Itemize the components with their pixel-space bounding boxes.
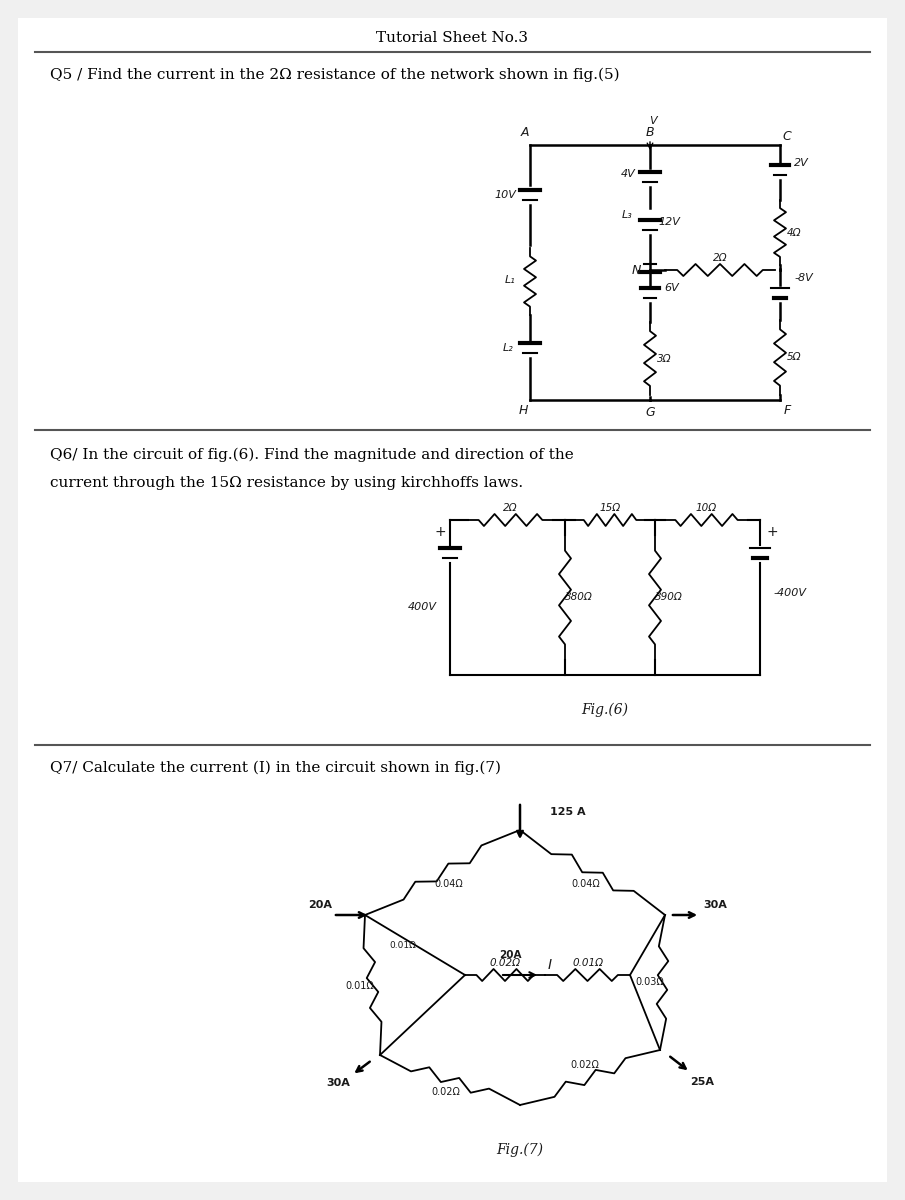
Text: G: G bbox=[645, 406, 655, 419]
Text: 0.04Ω: 0.04Ω bbox=[572, 878, 600, 889]
Text: V: V bbox=[649, 116, 657, 126]
Text: 25A: 25A bbox=[690, 1078, 714, 1087]
Text: 4Ω: 4Ω bbox=[786, 228, 801, 238]
Text: 0.01Ω: 0.01Ω bbox=[572, 958, 603, 968]
Text: C: C bbox=[783, 131, 791, 144]
Text: N: N bbox=[632, 264, 641, 276]
Text: +: + bbox=[767, 526, 777, 539]
Text: F: F bbox=[784, 403, 791, 416]
Text: 20A: 20A bbox=[308, 900, 332, 910]
Text: Fig.(7): Fig.(7) bbox=[497, 1142, 544, 1157]
Text: 30A: 30A bbox=[326, 1078, 350, 1088]
Text: 4V: 4V bbox=[621, 169, 635, 179]
Text: 15Ω: 15Ω bbox=[599, 503, 621, 514]
Text: 5Ω: 5Ω bbox=[786, 353, 801, 362]
Text: 3Ω: 3Ω bbox=[657, 354, 672, 364]
Text: 6V: 6V bbox=[664, 283, 679, 293]
Text: Q7/ Calculate the current (I) in the circuit shown in fig.(7): Q7/ Calculate the current (I) in the cir… bbox=[50, 761, 501, 775]
Text: 2V: 2V bbox=[794, 158, 809, 168]
Text: 0.03Ω: 0.03Ω bbox=[635, 977, 664, 988]
Text: I: I bbox=[548, 958, 552, 972]
Text: 0.02Ω: 0.02Ω bbox=[571, 1061, 600, 1070]
Text: 0.01Ω: 0.01Ω bbox=[345, 982, 374, 991]
Text: A: A bbox=[520, 126, 529, 139]
Text: -400V: -400V bbox=[774, 588, 806, 598]
Text: 0.02Ω: 0.02Ω bbox=[490, 958, 520, 968]
Text: -8V: -8V bbox=[794, 272, 813, 283]
Text: 2Ω: 2Ω bbox=[713, 253, 728, 263]
Text: 20A: 20A bbox=[499, 950, 521, 960]
Text: L₁: L₁ bbox=[505, 275, 515, 284]
Text: 400V: 400V bbox=[407, 602, 436, 612]
Text: 0.01Ω: 0.01Ω bbox=[389, 941, 416, 949]
Text: 0.04Ω: 0.04Ω bbox=[434, 878, 463, 889]
Text: Tutorial Sheet No.3: Tutorial Sheet No.3 bbox=[376, 31, 528, 44]
Text: B: B bbox=[645, 126, 654, 139]
Text: H: H bbox=[519, 403, 528, 416]
Text: 12V: 12V bbox=[658, 217, 680, 227]
Text: current through the 15Ω resistance by using kirchhoffs laws.: current through the 15Ω resistance by us… bbox=[50, 476, 523, 490]
Text: 30A: 30A bbox=[703, 900, 727, 910]
Text: Q6/ In the circuit of fig.(6). Find the magnitude and direction of the: Q6/ In the circuit of fig.(6). Find the … bbox=[50, 448, 574, 462]
Text: 10V: 10V bbox=[494, 190, 516, 200]
Text: L₃: L₃ bbox=[621, 210, 632, 220]
Text: 10Ω: 10Ω bbox=[696, 503, 717, 514]
Text: 380Ω: 380Ω bbox=[565, 593, 593, 602]
Text: +: + bbox=[434, 526, 446, 539]
Text: 2Ω: 2Ω bbox=[503, 503, 518, 514]
Text: 125 A: 125 A bbox=[550, 806, 586, 817]
Text: 0.02Ω: 0.02Ω bbox=[431, 1087, 460, 1097]
Text: 390Ω: 390Ω bbox=[655, 593, 683, 602]
Text: Fig.(6): Fig.(6) bbox=[582, 703, 628, 718]
Text: Q5 / Find the current in the 2Ω resistance of the network shown in fig.(5): Q5 / Find the current in the 2Ω resistan… bbox=[50, 68, 620, 82]
Text: L₂: L₂ bbox=[502, 343, 513, 353]
